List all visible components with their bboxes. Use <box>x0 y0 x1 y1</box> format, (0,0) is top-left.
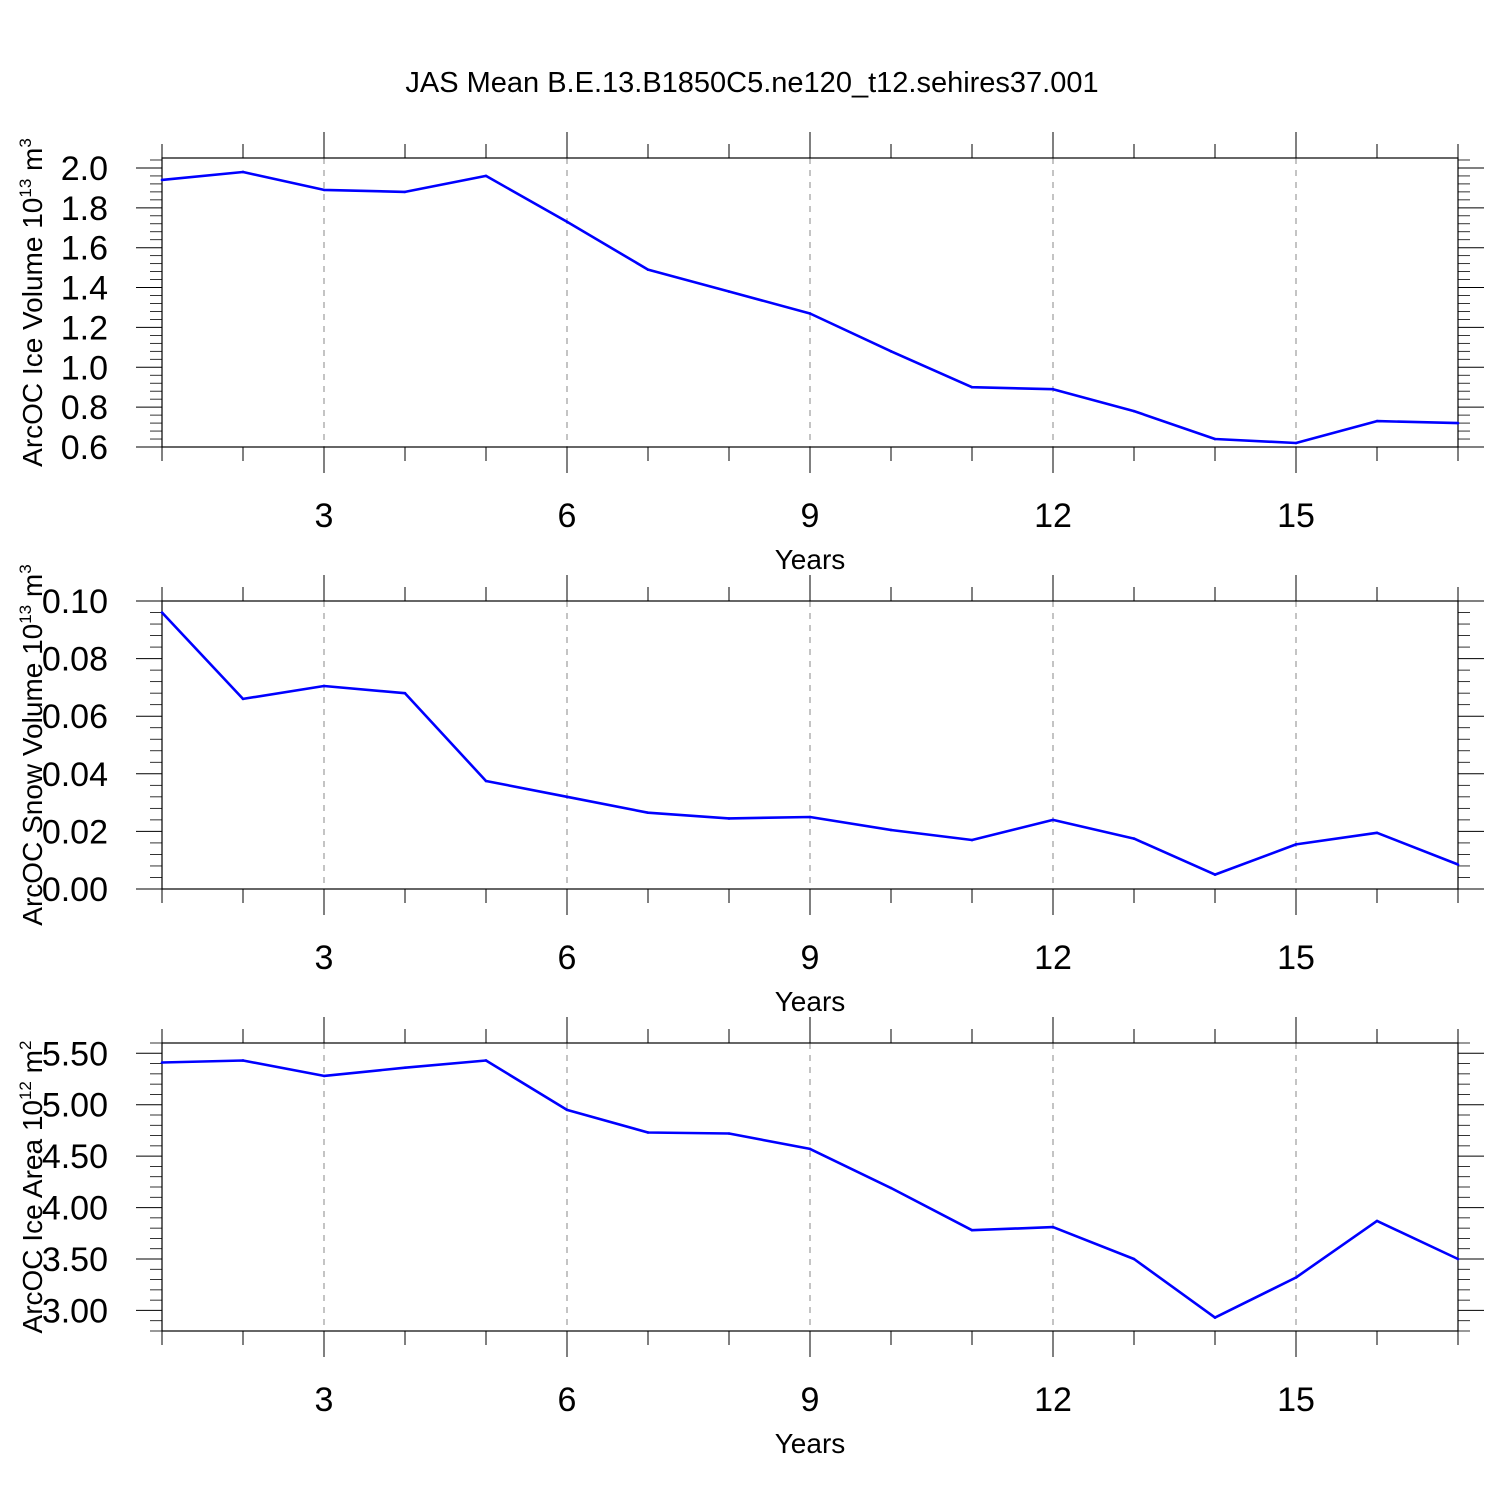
x-tick-label: 6 <box>558 939 577 977</box>
x-tick-label: 3 <box>315 1381 334 1419</box>
data-point <box>160 1061 164 1064</box>
data-point <box>727 1132 731 1135</box>
y-tick-label: 0.08 <box>42 641 108 679</box>
y-tick-label: 4.00 <box>42 1190 108 1228</box>
data-point <box>565 795 569 799</box>
y-tick-label: 2.0 <box>61 150 108 188</box>
y-tick-label: 0.06 <box>42 698 108 736</box>
panel-1: 0.60.81.01.21.41.61.82.0 3 6 9 12 15 Years ArcO… <box>16 132 1484 575</box>
x-tick-label: 12 <box>1034 497 1072 535</box>
y-tick-label: 1.8 <box>61 190 108 228</box>
data-point <box>565 220 569 224</box>
data-point <box>1051 818 1055 822</box>
x-axis-label: Years <box>775 986 846 1017</box>
x-tick-label: 3 <box>315 939 334 977</box>
panel-3: 3.00 3.50 4.00 4.50 5.00 5.50 3 6 9 12 15 Years ArcO… <box>16 1017 1484 1459</box>
panel-2: 0.00 0.02 0.04 0.06 0.08 0.10 3 6 9 12 15 Years ArcO… <box>16 564 1484 1017</box>
figure-title: JAS Mean B.E.13.B1850C5.ne120_t12.sehire… <box>405 67 1098 99</box>
data-point <box>241 697 245 701</box>
data-point <box>1375 1219 1379 1223</box>
data-point <box>160 178 164 182</box>
x-tick-label: 9 <box>801 1381 820 1419</box>
x-tick-label: 15 <box>1277 497 1315 535</box>
data-point <box>403 1066 407 1069</box>
data-point <box>565 1108 569 1112</box>
x-tick-label: 6 <box>558 1381 577 1419</box>
data-point <box>970 385 974 389</box>
data-point <box>889 1186 893 1190</box>
data-point <box>160 611 164 614</box>
y-tick-label: 5.50 <box>42 1035 108 1073</box>
x-tick-label: 9 <box>801 497 820 535</box>
data-point <box>889 350 893 353</box>
y-axis-label: ArcOC Ice Volume 1013 m3 <box>16 138 48 467</box>
x-tick-label: 12 <box>1034 1381 1072 1419</box>
data-point <box>322 684 326 688</box>
data-point <box>1051 387 1055 391</box>
y-tick-label: 3.50 <box>42 1241 108 1279</box>
data-point <box>808 312 812 315</box>
x-tick-label: 3 <box>315 497 334 535</box>
data-point <box>322 188 326 192</box>
data-point <box>808 815 812 819</box>
y-tick-label: 1.4 <box>61 270 108 308</box>
data-point <box>646 1131 650 1134</box>
data-point <box>727 817 731 820</box>
y-tick-label: 0.6 <box>61 429 108 467</box>
y-axis-label: ArcOC Ice Area 1012 m2 <box>16 1041 48 1334</box>
x-tick-label: 9 <box>801 939 820 977</box>
data-point <box>1132 1257 1136 1261</box>
data-point <box>808 1147 812 1151</box>
x-tick-label: 15 <box>1277 1381 1315 1419</box>
data-point <box>1375 419 1379 423</box>
y-tick-label: 0.00 <box>42 871 108 909</box>
panels: 0.60.81.01.21.41.61.82.0 3 6 9 12 15 Years ArcO… <box>16 132 1484 1459</box>
x-tick-label: 15 <box>1277 939 1315 977</box>
y-tick-label: 1.2 <box>61 309 108 347</box>
data-point <box>1456 863 1460 866</box>
data-point <box>1213 873 1217 876</box>
data-point <box>403 691 407 695</box>
data-point <box>1132 409 1136 413</box>
data-point <box>1294 843 1298 846</box>
data-point <box>484 1059 488 1062</box>
y-axis-label: ArcOC Snow Volume 1013 m3 <box>16 564 48 925</box>
data-point <box>1132 837 1136 840</box>
y-tick-label: 0.10 <box>42 583 108 621</box>
data-point <box>727 290 731 293</box>
y-tick-label: 3.00 <box>42 1292 108 1330</box>
y-tick-label: 1.6 <box>61 230 108 268</box>
data-point <box>889 828 893 832</box>
y-tick-label: 1.0 <box>61 349 108 387</box>
x-axis-label: Years <box>775 1428 846 1459</box>
data-point <box>241 170 245 174</box>
data-point <box>1213 437 1217 441</box>
data-point <box>484 174 488 178</box>
y-tick-label: 5.00 <box>42 1087 108 1125</box>
x-tick-label: 12 <box>1034 939 1072 977</box>
data-point <box>322 1074 326 1078</box>
data-point <box>970 1228 974 1232</box>
x-tick-label: 6 <box>558 497 577 535</box>
data-point <box>484 779 488 783</box>
y-tick-label: 0.8 <box>61 389 108 427</box>
data-point <box>1375 831 1379 835</box>
x-axis-label: Years <box>775 544 846 575</box>
data-point <box>970 838 974 842</box>
data-point <box>1456 421 1460 425</box>
data-point <box>1294 441 1298 445</box>
y-tick-label: 0.04 <box>42 756 108 794</box>
data-point <box>1294 1276 1298 1279</box>
y-tick-label: 4.50 <box>42 1138 108 1176</box>
data-point <box>1456 1257 1460 1261</box>
data-point <box>241 1059 245 1062</box>
data-point <box>1213 1316 1217 1319</box>
data-point <box>646 811 650 814</box>
y-tick-label: 0.02 <box>42 813 108 851</box>
data-point <box>403 190 407 194</box>
data-point <box>1051 1225 1055 1229</box>
data-point <box>646 268 650 271</box>
